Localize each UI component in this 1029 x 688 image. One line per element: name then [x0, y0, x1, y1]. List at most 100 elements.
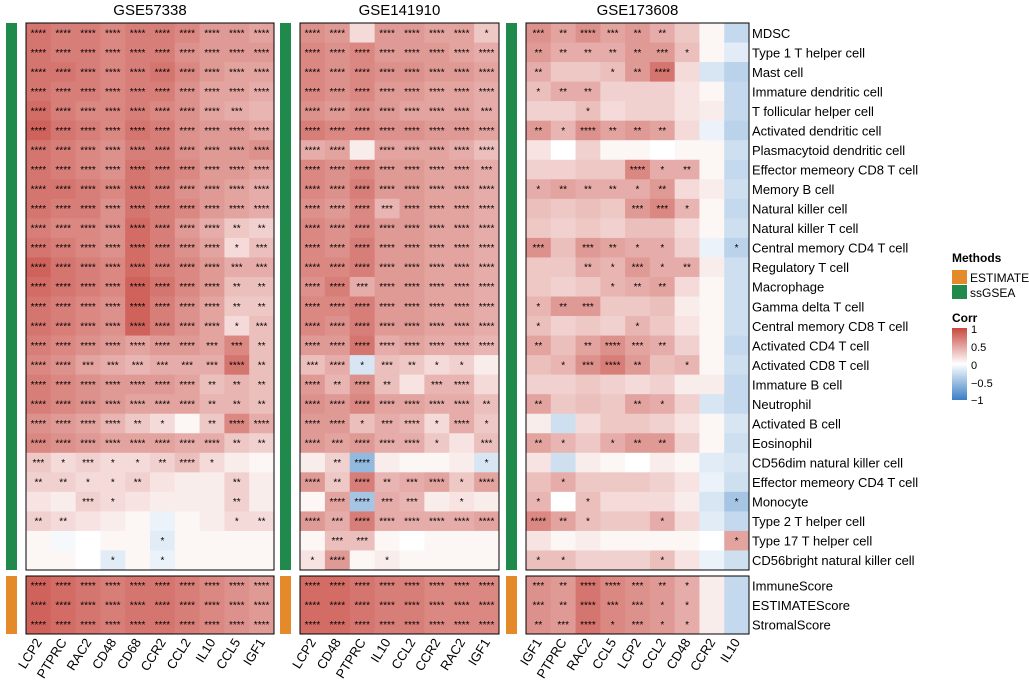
- significance-label: ****: [130, 48, 146, 59]
- significance-label: ****: [130, 126, 146, 137]
- heatmap-cell: [424, 614, 450, 635]
- heatmap-cell: [50, 413, 76, 434]
- heatmap-cell: [50, 159, 76, 180]
- heatmap-cell: [324, 179, 351, 200]
- heatmap-cell: [550, 355, 576, 376]
- significance-label: ****: [229, 87, 245, 98]
- heatmap-cell: [300, 179, 326, 200]
- heatmap-cell: [600, 491, 626, 512]
- significance-label: ****: [404, 282, 420, 293]
- heatmap-cell: [699, 296, 725, 317]
- heatmap-cell: [699, 218, 725, 239]
- significance-label: ****: [479, 87, 495, 98]
- significance-label: ****: [379, 48, 395, 59]
- heatmap-cell: [600, 374, 626, 395]
- significance-label: ****: [379, 67, 395, 78]
- heatmap-cell: [125, 433, 151, 454]
- heatmap-cell: [199, 257, 225, 278]
- significance-label: ****: [404, 620, 420, 631]
- significance-label: *: [61, 458, 65, 469]
- heatmap-cell: [550, 614, 576, 635]
- heatmap-cell: [449, 179, 475, 200]
- significance-label: ***: [656, 48, 668, 59]
- heatmap-cell: [300, 452, 326, 473]
- heatmap-cell: [724, 81, 750, 102]
- heatmap-cell: [374, 296, 400, 317]
- heatmap-cell: [26, 472, 52, 493]
- heatmap-cell: [625, 296, 651, 317]
- heatmap-cell: [649, 413, 676, 434]
- heatmap-cell: [575, 81, 601, 102]
- significance-label: **: [683, 263, 691, 274]
- significance-label: ***: [256, 243, 268, 254]
- heatmap-cell: [349, 120, 376, 141]
- heatmap-cell: [399, 198, 425, 219]
- heatmap-cell: [649, 257, 676, 278]
- significance-label: ***: [206, 341, 218, 352]
- significance-label: ****: [179, 126, 195, 137]
- heatmap-cell: [199, 101, 225, 122]
- significance-label: ****: [305, 67, 321, 78]
- significance-label: *: [485, 28, 489, 39]
- heatmap-cell: [526, 101, 552, 122]
- heatmap-cell: [625, 81, 651, 102]
- heatmap-cell: [374, 394, 400, 415]
- heatmap-cell: [249, 198, 275, 219]
- heatmap-cell: [699, 595, 725, 616]
- heatmap-cell: [26, 198, 52, 219]
- heatmap-cell: [575, 140, 601, 161]
- heatmap-cell: [600, 218, 626, 239]
- heatmap-cell: [174, 472, 200, 493]
- heatmap-cell: [575, 550, 601, 571]
- significance-label: ****: [31, 399, 47, 410]
- significance-label: ****: [130, 243, 146, 254]
- heatmap-cell: [249, 614, 275, 635]
- heatmap-cell: [724, 550, 750, 571]
- heatmap-cell: [349, 452, 376, 473]
- heatmap-cell: [26, 316, 52, 336]
- heatmap-cell: [399, 413, 425, 434]
- heatmap-cell: [174, 140, 200, 161]
- heatmap-cell: [699, 491, 725, 512]
- heatmap-cell: [125, 198, 151, 219]
- significance-label: *: [360, 360, 364, 371]
- significance-label: ****: [80, 106, 96, 117]
- heatmap-cell: [125, 614, 151, 635]
- significance-label: ****: [31, 185, 47, 196]
- heatmap-cell: [374, 23, 400, 43]
- heatmap-cell: [224, 576, 250, 596]
- heatmap-cell: [649, 198, 676, 219]
- heatmap-cell: [224, 595, 250, 616]
- significance-label: **: [634, 399, 642, 410]
- significance-label: ****: [330, 321, 346, 332]
- significance-label: ****: [31, 106, 47, 117]
- heatmap-cell: [150, 159, 176, 180]
- significance-label: **: [258, 341, 266, 352]
- significance-label: **: [658, 185, 666, 196]
- significance-label: ****: [404, 48, 420, 59]
- heatmap-cell: [649, 179, 676, 200]
- heatmap-cell: [374, 198, 400, 219]
- heatmap-cell: [26, 276, 52, 297]
- heatmap-cell: [699, 413, 725, 434]
- heatmap-cell: [50, 276, 76, 297]
- corr-tick-1: 1: [971, 324, 977, 336]
- significance-label: ****: [105, 224, 121, 235]
- heatmap-cell: [550, 374, 576, 395]
- heatmap-cell: [174, 257, 200, 278]
- heatmap-cell: [399, 140, 425, 161]
- significance-label: ****: [454, 517, 470, 528]
- row-label: CD56dim natural killer cell: [752, 456, 903, 471]
- significance-label: ****: [454, 28, 470, 39]
- heatmap-cell: [199, 576, 225, 596]
- significance-label: ****: [429, 145, 445, 156]
- heatmap-cell: [600, 101, 626, 122]
- significance-label: ****: [429, 126, 445, 137]
- heatmap-cell: [224, 81, 250, 102]
- heatmap-cell: [600, 413, 626, 434]
- significance-label: ****: [379, 581, 395, 592]
- significance-label: ****: [330, 581, 346, 592]
- heatmap-cell: [399, 576, 425, 596]
- significance-label: ****: [354, 478, 370, 489]
- heatmap-cell: [125, 42, 151, 63]
